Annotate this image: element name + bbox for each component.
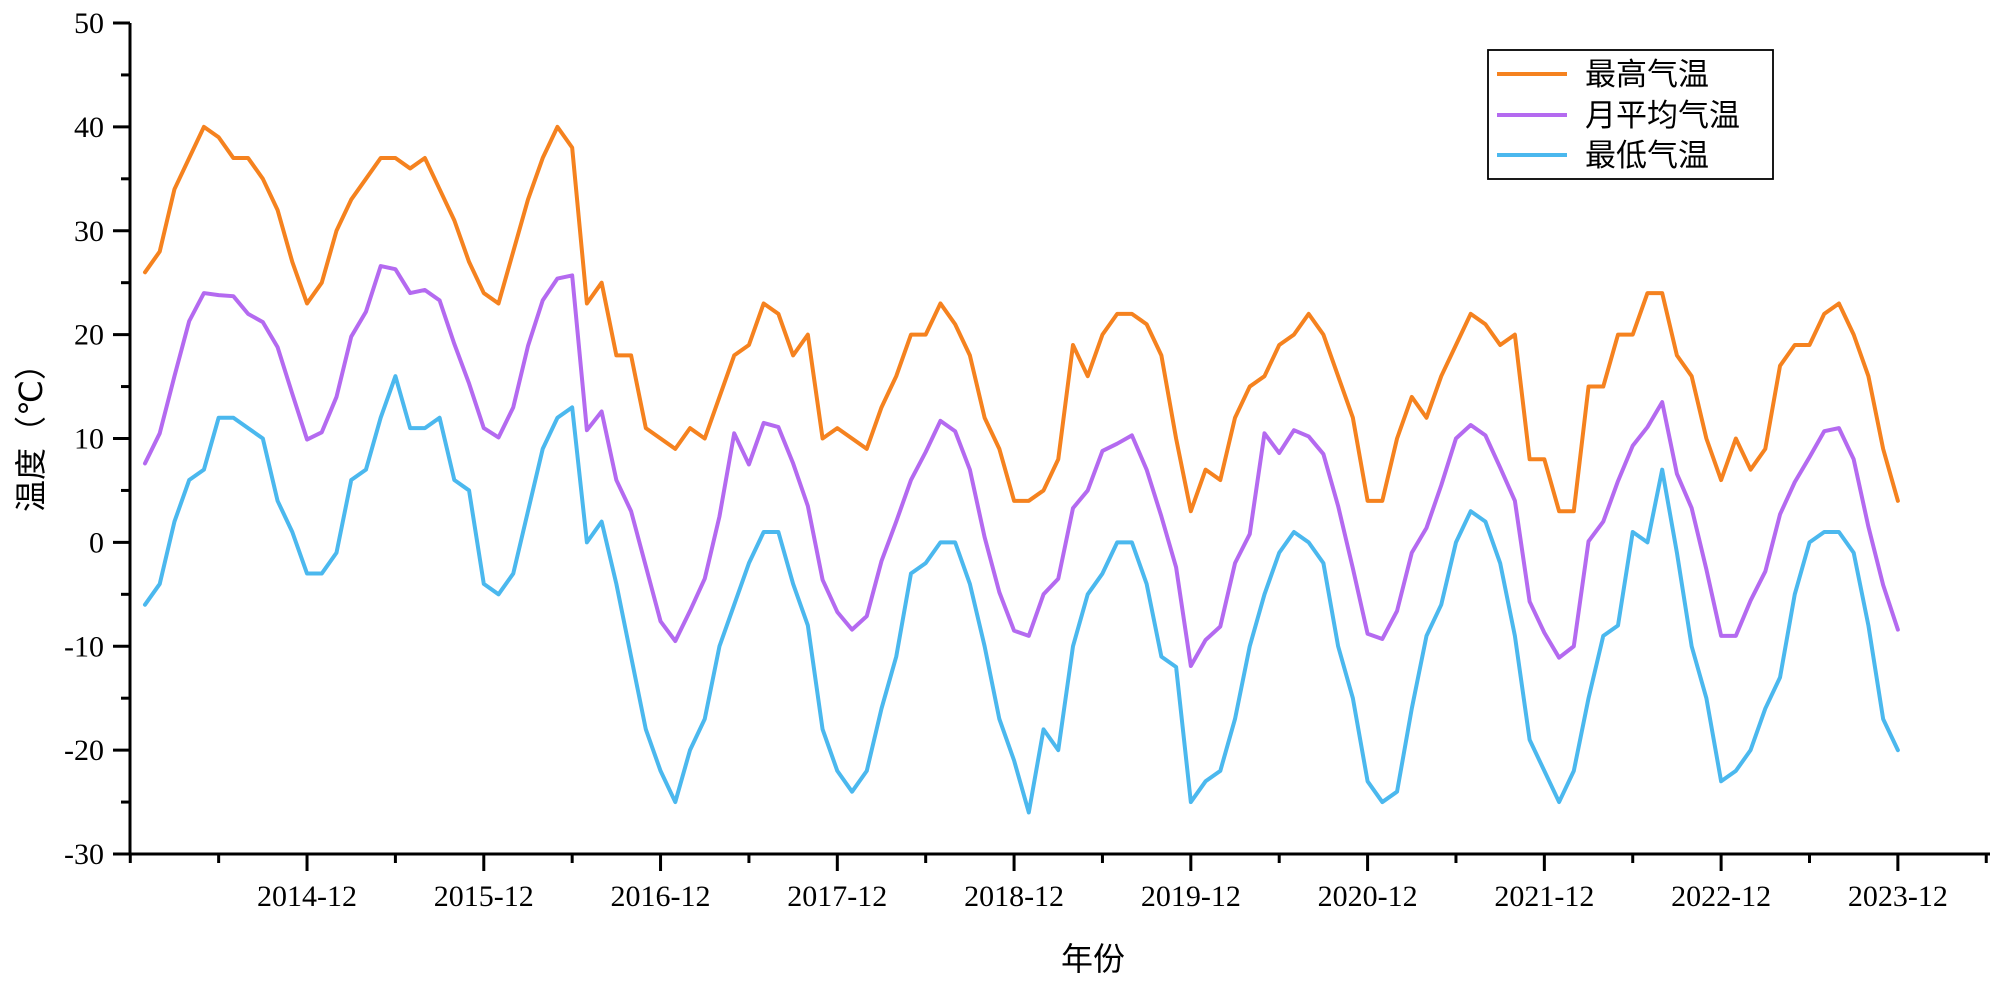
legend-label: 最低气温 [1585, 138, 1709, 174]
y-tick-label: 20 [74, 319, 104, 352]
x-tick-label: 2017-12 [787, 880, 887, 913]
x-tick-label: 2019-12 [1141, 880, 1241, 913]
x-tick-label: 2023-12 [1848, 880, 1948, 913]
axes: -30 -20 -10 0 10 20 30 40 50 2014-12 2015-12 2016-1… [64, 7, 1990, 913]
y-tick-label: 30 [74, 215, 104, 248]
x-tick-label: 2022-12 [1671, 880, 1771, 913]
y-tick-label: 40 [74, 111, 104, 144]
x-tick-label: 2021-12 [1494, 880, 1594, 913]
x-axis-title: 年份 [1061, 940, 1125, 978]
y-tick-label: -20 [64, 734, 104, 767]
y-tick-label: 0 [89, 526, 104, 559]
y-tick-label: -10 [64, 630, 104, 663]
y-tick-label: 10 [74, 423, 104, 456]
y-tick-label: -30 [64, 838, 104, 871]
legend: 最高气温 月平均气温 最低气温 [1487, 49, 1774, 180]
y-axis-title: 温度（℃） [12, 348, 50, 512]
legend-label: 最高气温 [1585, 57, 1709, 93]
series-line-0 [143, 124, 1900, 514]
x-tick-label: 2018-12 [964, 880, 1064, 913]
series-line-2 [143, 374, 1900, 815]
x-tick-label: 2015-12 [434, 880, 534, 913]
x-tick-label: 2016-12 [611, 880, 711, 913]
x-tick-label: 2014-12 [257, 880, 357, 913]
series-line-1 [143, 264, 1900, 668]
series-lines [143, 124, 1900, 815]
legend-label: 月平均气温 [1585, 98, 1740, 134]
y-tick-label: 50 [74, 7, 104, 40]
x-tick-label: 2020-12 [1318, 880, 1418, 913]
